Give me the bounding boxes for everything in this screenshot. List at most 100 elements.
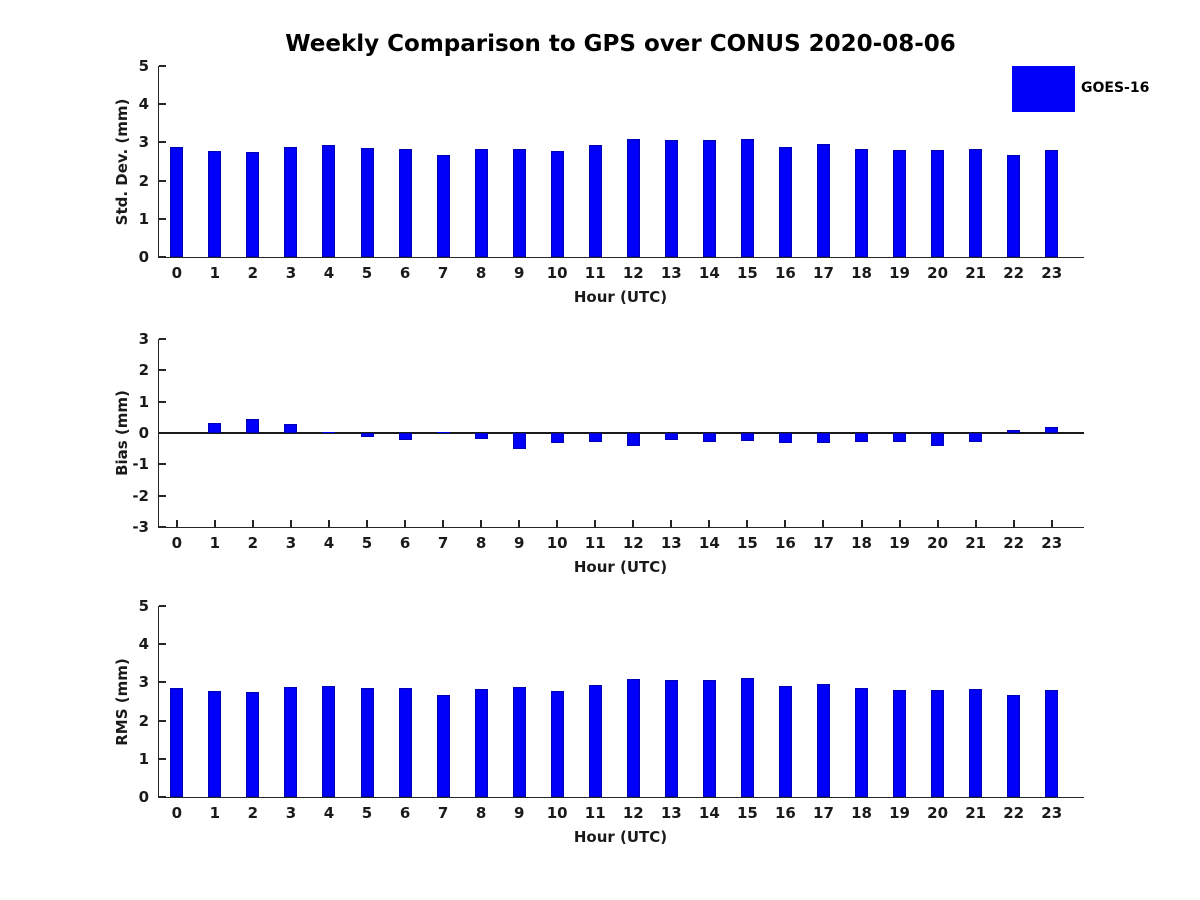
x-tick-label: 5 xyxy=(361,804,373,822)
x-tick-label: 9 xyxy=(513,534,525,552)
bar-hour-23 xyxy=(1045,690,1059,797)
x-tick-mark xyxy=(746,520,749,527)
x-tick-mark xyxy=(213,520,216,527)
x-tick-label: 23 xyxy=(1041,534,1063,552)
x-tick-label: 14 xyxy=(698,264,720,282)
bar-hour-13 xyxy=(664,433,678,441)
bar-hour-11 xyxy=(588,433,602,443)
y-tick-label: 2 xyxy=(138,361,149,380)
x-tick-mark xyxy=(594,520,597,527)
bar-hour-8 xyxy=(474,149,488,257)
x-tick-label: 12 xyxy=(622,804,644,822)
plot-area-rms: 0 1 2 3 4 5 0 1 2 3 4 5 6 7 8 9 10 11 12 13 14 15 16 17 18 19 20 21… xyxy=(139,597,1084,822)
bar-hour-4 xyxy=(322,431,336,433)
x-axis-label-std-dev: Hour (UTC) xyxy=(573,288,668,306)
y-tick-label: -3 xyxy=(132,518,149,536)
bar-hour-0 xyxy=(170,146,184,257)
x-tick-label: 8 xyxy=(475,534,487,552)
bar-hour-8 xyxy=(474,689,488,797)
y-tick-label: 0 xyxy=(138,248,149,266)
bar-hour-18 xyxy=(855,688,869,797)
bar-hour-17 xyxy=(816,143,830,257)
bar-hour-12 xyxy=(626,433,640,447)
y-tick-label: 0 xyxy=(138,788,149,806)
bar-hour-2 xyxy=(246,151,260,257)
y-tick-mark xyxy=(159,256,166,258)
bar-hour-5 xyxy=(360,433,374,437)
x-tick-label: 22 xyxy=(1003,534,1025,552)
x-tick-label: 0 xyxy=(171,534,183,552)
x-tick-label: 22 xyxy=(1003,804,1025,822)
y-tick-label: 5 xyxy=(138,57,149,75)
bar-hour-15 xyxy=(740,138,754,257)
bar-hour-9 xyxy=(512,149,526,257)
x-tick-label: 23 xyxy=(1041,804,1063,822)
x-tick-label: 3 xyxy=(285,804,297,822)
x-tick-label: 7 xyxy=(437,264,449,282)
bar-hour-16 xyxy=(778,686,792,797)
x-tick-mark xyxy=(404,520,407,527)
bar-hour-17 xyxy=(816,683,830,797)
x-tick-label: 2 xyxy=(247,804,259,822)
x-tick-label: 2 xyxy=(247,264,259,282)
x-tick-label: 3 xyxy=(285,264,297,282)
y-tick-label: 4 xyxy=(138,95,149,114)
y-tick-label: -2 xyxy=(132,486,149,505)
bar-hour-5 xyxy=(360,687,374,797)
x-tick-label: 6 xyxy=(399,534,411,552)
x-tick-mark xyxy=(632,520,635,527)
x-tick-label: 16 xyxy=(775,804,796,822)
x-tick-label: 15 xyxy=(736,264,758,282)
x-tick-label: 11 xyxy=(584,264,606,282)
x-tick-label: 18 xyxy=(851,534,872,552)
x-tick-label: 6 xyxy=(399,804,411,822)
x-tick-label: 0 xyxy=(171,804,183,822)
x-tick-label: 8 xyxy=(475,264,487,282)
bar-hour-7 xyxy=(436,154,450,257)
x-tick-label: 13 xyxy=(660,264,682,282)
x-tick-label: 18 xyxy=(851,264,872,282)
y-tick-mark xyxy=(159,494,166,497)
y-tick-mark xyxy=(159,757,166,760)
bar-hour-15 xyxy=(740,433,754,442)
x-tick-mark xyxy=(898,520,901,527)
y-tick-label: 1 xyxy=(138,209,149,228)
x-tick-mark xyxy=(860,520,863,527)
x-tick-label: 15 xyxy=(736,534,758,552)
bar-hour-13 xyxy=(664,680,678,797)
bar-hour-10 xyxy=(550,691,564,797)
x-tick-label: 13 xyxy=(660,804,682,822)
x-tick-label: 10 xyxy=(546,264,568,282)
bar-hour-18 xyxy=(855,433,869,443)
bar-hour-16 xyxy=(778,433,792,443)
bar-hour-2 xyxy=(246,691,260,797)
legend-label: GOES-16 xyxy=(1081,80,1150,96)
bar-hour-1 xyxy=(208,150,222,257)
bar-hour-1 xyxy=(208,690,222,797)
x-tick-label: 11 xyxy=(584,534,606,552)
x-tick-mark xyxy=(936,520,939,527)
bar-hour-21 xyxy=(969,433,983,442)
x-tick-label: 5 xyxy=(361,534,373,552)
x-tick-label: 7 xyxy=(437,804,449,822)
x-tick-label: 20 xyxy=(927,264,949,282)
chart-title: Weekly Comparison to GPS over CONUS 2020… xyxy=(285,31,956,57)
y-tick-mark xyxy=(159,141,166,144)
x-tick-mark xyxy=(822,520,825,527)
x-tick-label: 21 xyxy=(965,804,987,822)
x-tick-label: 20 xyxy=(927,534,949,552)
plot-area-std-dev: 0 1 2 3 4 5 0 1 2 3 4 5 6 7 8 9 10 11 12 13 14 15 16 17 18 19 20 21… xyxy=(139,57,1084,282)
x-tick-mark xyxy=(974,520,977,527)
x-tick-label: 17 xyxy=(813,264,834,282)
y-tick-mark xyxy=(159,463,166,466)
x-tick-label: 10 xyxy=(546,804,568,822)
bar-hour-21 xyxy=(969,688,983,797)
x-tick-label: 22 xyxy=(1003,264,1025,282)
bar-hour-11 xyxy=(588,145,602,257)
x-tick-label: 14 xyxy=(698,804,720,822)
bar-hour-9 xyxy=(512,686,526,797)
bar-hour-8 xyxy=(474,433,488,439)
y-tick-mark xyxy=(159,338,166,340)
bar-hour-18 xyxy=(855,149,869,257)
x-tick-label: 19 xyxy=(889,534,910,552)
